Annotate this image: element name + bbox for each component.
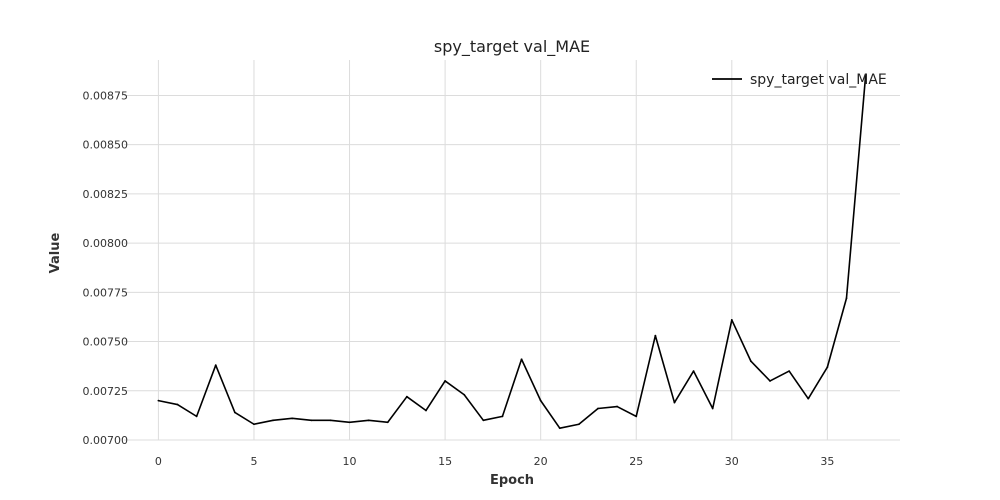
y-tick-label: 0.00750: [83, 336, 129, 349]
data-point: [520, 358, 523, 361]
y-tick-label: 0.00725: [83, 385, 129, 398]
data-point: [425, 409, 427, 412]
data-point: [558, 427, 561, 430]
data-point: [272, 419, 274, 422]
x-axis-label: Epoch: [490, 473, 534, 488]
x-tick-label: 30: [725, 455, 739, 468]
y-axis-label: Value: [48, 232, 63, 273]
data-point: [463, 393, 466, 396]
data-point: [386, 421, 389, 424]
series-line: [158, 75, 867, 429]
y-tick-label: 0.00850: [83, 139, 129, 152]
data-point: [807, 397, 810, 400]
x-tick-label: 0: [155, 455, 162, 468]
data-point: [845, 297, 848, 300]
data-point: [310, 419, 313, 422]
x-tick-label: 20: [534, 455, 548, 468]
data-point: [501, 415, 504, 418]
x-ticks: 0 5 10 15 20 25 30 35: [155, 455, 834, 468]
data-point: [711, 407, 714, 410]
x-tick-label: 10: [343, 455, 357, 468]
y-tick-label: 0.00825: [83, 188, 129, 201]
data-point: [616, 405, 619, 408]
y-tick-label: 0.00800: [83, 237, 129, 250]
data-point: [329, 419, 332, 422]
data-point: [348, 421, 351, 424]
data-point: [482, 419, 485, 422]
x-tick-label: 25: [629, 455, 643, 468]
data-point: [788, 370, 791, 372]
data-point: [291, 417, 294, 420]
y-tick-label: 0.00700: [83, 434, 129, 447]
data-point: [176, 403, 179, 406]
data-point: [692, 370, 695, 372]
chart-title: spy_target val_MAE: [434, 37, 590, 57]
data-point: [157, 399, 160, 402]
data-point: [673, 401, 676, 404]
legend: spy_target val_MAE: [712, 72, 887, 88]
data-point: [214, 364, 217, 367]
data-point: [826, 366, 829, 369]
data-point: [654, 334, 657, 337]
data-point: [769, 380, 771, 382]
data-point: [253, 423, 255, 426]
series-layer: [157, 74, 867, 430]
data-point: [730, 318, 733, 321]
legend-label: spy_target val_MAE: [750, 72, 887, 88]
grid-layer: [124, 60, 900, 441]
data-point: [233, 411, 236, 414]
x-tick-label: 15: [438, 455, 452, 468]
data-point: [577, 423, 580, 426]
data-point: [597, 407, 599, 410]
data-point: [367, 419, 370, 422]
data-point: [750, 360, 752, 363]
y-tick-label: 0.00775: [83, 286, 129, 299]
data-point: [635, 415, 638, 418]
data-point: [195, 415, 198, 418]
data-point: [864, 74, 867, 77]
data-point: [405, 395, 408, 398]
data-point: [444, 380, 447, 382]
x-tick-label: 35: [820, 455, 834, 468]
y-tick-label: 0.00875: [83, 89, 129, 102]
x-tick-label: 5: [250, 455, 257, 468]
y-ticks: 0.00700 0.00725 0.00750 0.00775 0.00800 0.008…: [83, 89, 129, 447]
data-point: [539, 399, 542, 402]
